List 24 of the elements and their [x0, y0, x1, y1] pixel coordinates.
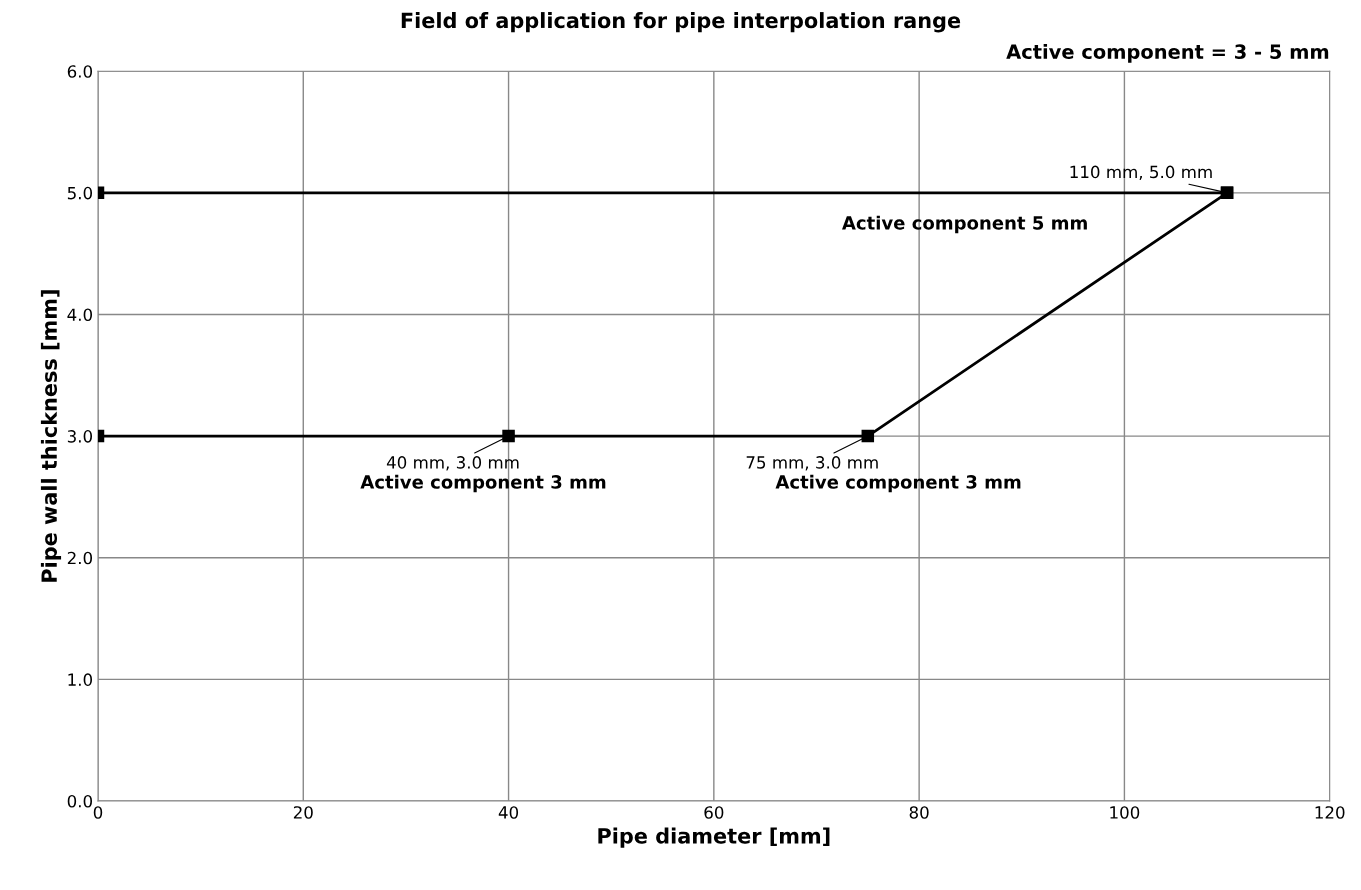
annotation: Active component 5 mm — [842, 215, 1087, 234]
y-axis-title: Pipe wall thickness [mm] — [40, 290, 62, 582]
annotation: Active component 3 mm — [775, 474, 1021, 493]
x-axis-title: Pipe diameter [mm] — [598, 827, 830, 848]
x-tick-label: 80 — [909, 806, 929, 819]
x-tick-label: 40 — [498, 806, 519, 819]
x-tick-label: 120 — [1315, 806, 1345, 819]
chart-title: Field of application for pipe interpolation range — [401, 12, 961, 33]
x-tick-label: 20 — [293, 806, 313, 819]
y-tick-label: 1.0 — [68, 673, 93, 686]
y-tick-label: 4.0 — [67, 308, 93, 322]
annotation: 110 mm, 5.0 mm — [1070, 165, 1212, 180]
y-tick-label: 6.0 — [67, 65, 93, 78]
x-tick-label: 100 — [1110, 806, 1140, 819]
y-tick-label: 2.0 — [67, 551, 93, 565]
y-tick-label: 3.0 — [67, 430, 93, 443]
annotation: 40 mm, 3.0 mm — [386, 456, 519, 471]
chart-subtitle: Active component = 3 - 5 mm — [1006, 43, 1329, 63]
x-tick-label: 60 — [704, 806, 724, 819]
x-tick-label: 0 — [93, 806, 103, 819]
annotation: Active component 3 mm — [360, 474, 606, 493]
annotation: 75 mm, 3.0 mm — [746, 456, 878, 471]
y-tick-label: 0.0 — [67, 794, 93, 808]
y-tick-label: 5.0 — [67, 186, 93, 200]
